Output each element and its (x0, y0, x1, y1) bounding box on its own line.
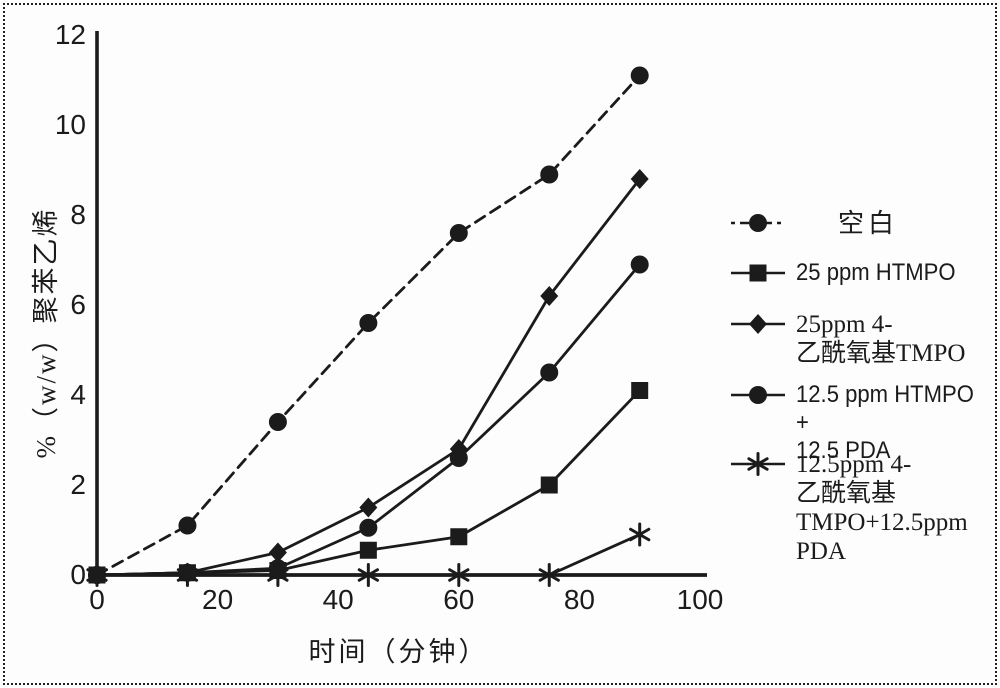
legend-label: 12.5 ppm HTMPO + 12.5 PDA (796, 381, 974, 464)
y-tick-label: 8 (70, 199, 86, 230)
asterisk-marker (629, 522, 651, 547)
asterisk-stroke (538, 568, 560, 582)
diamond-marker (749, 314, 767, 334)
circle-marker (449, 224, 468, 242)
legend-label: 25ppm 4- 乙酰氧基TMPO (796, 311, 966, 367)
y-tick-label: 4 (70, 379, 86, 410)
legend-marker-circle-icon (731, 386, 785, 404)
square-marker (749, 264, 767, 282)
circle-marker (359, 314, 378, 332)
y-tick-label: 10 (55, 109, 86, 140)
y-axis-title: %（w/w）聚苯乙烯 (31, 207, 61, 459)
square-marker (631, 382, 649, 399)
legend-item-12-5ppm-acetoxy-tmpo-pda: 12.5ppm 4- 乙酰氧基 TMPO+12.5ppm PDA (730, 450, 968, 566)
circle-marker (749, 386, 767, 404)
asterisk-marker (448, 563, 470, 587)
asterisk-marker (176, 563, 199, 587)
diamond-marker (630, 169, 649, 189)
x-tick-label: 0 (89, 584, 105, 615)
legend-item-12-5ppm-htmpo-pda: 12.5 ppm HTMPO + 12.5 PDA (730, 381, 995, 464)
square-marker (450, 528, 468, 546)
asterisk-stroke (747, 457, 769, 471)
circle-marker (268, 413, 287, 431)
asterisk-stroke (448, 568, 470, 582)
asterisk-stroke (357, 568, 379, 582)
legend-label: 12.5ppm 4- 乙酰氧基 TMPO+12.5ppm PDA (796, 451, 968, 565)
circle-marker (449, 449, 468, 467)
asterisk-stroke (86, 568, 108, 582)
x-tick-label: 20 (202, 584, 233, 615)
x-axis-title: 时间（分钟） (308, 637, 489, 667)
y-tick-label: 6 (70, 289, 86, 320)
asterisk-marker (747, 452, 769, 476)
x-tick-label: 40 (323, 584, 354, 615)
asterisk-stroke (267, 568, 289, 582)
legend-item-blank: 空白 (730, 209, 898, 239)
circle-marker (359, 518, 378, 537)
legend-marker-circle-dashed-icon (731, 214, 785, 232)
legend-marker-square-icon (731, 264, 785, 282)
asterisk-marker (357, 563, 379, 587)
circle-marker (630, 66, 649, 85)
x-tick-label: 100 (677, 584, 724, 615)
square-marker (540, 476, 558, 494)
circle-marker (540, 363, 559, 382)
legend-item-25ppm-htmpo: 25 ppm HTMPO (730, 259, 969, 287)
square-marker (359, 541, 377, 559)
x-tick-label: 80 (564, 584, 595, 615)
legend-label: 空白 (838, 209, 899, 238)
diamond-marker (268, 542, 287, 563)
y-tick-label: 12 (55, 19, 86, 50)
x-tick-label: 60 (443, 584, 474, 615)
circle-marker (630, 255, 649, 274)
diamond-marker (540, 286, 559, 306)
legend-item-25ppm-acetoxy-tmpo: 25ppm 4- 乙酰氧基TMPO (730, 310, 965, 368)
y-tick-label: 2 (70, 469, 86, 500)
circle-marker (749, 214, 767, 232)
y-tick-label: 0 (70, 559, 86, 590)
circle-marker (178, 516, 197, 535)
asterisk-marker (538, 563, 560, 587)
legend-marker-asterisk-icon (731, 452, 785, 476)
asterisk-marker (267, 563, 289, 587)
asterisk-stroke (176, 568, 199, 582)
legend-label: 25 ppm HTMPO (796, 259, 956, 286)
circle-marker (540, 165, 559, 184)
asterisk-stroke (629, 527, 651, 542)
asterisk-marker (86, 563, 108, 587)
legend-marker-diamond-icon (731, 314, 785, 334)
diamond-marker (359, 497, 378, 518)
